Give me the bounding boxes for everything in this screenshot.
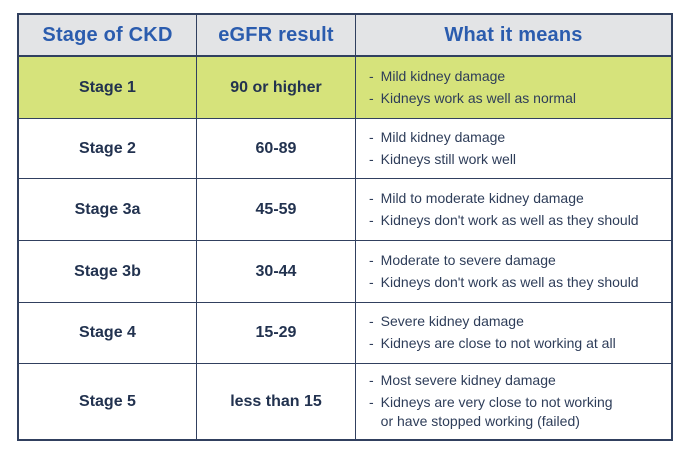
bullet-item: - Mild to moderate kidney damage: [369, 189, 639, 209]
bullet-text: Kidneys are close to not working at all: [380, 335, 616, 351]
bullet-item: - Severe kidney damage: [369, 312, 616, 332]
bullet-dash: -: [369, 335, 374, 351]
bullet-dash: -: [369, 150, 374, 167]
stage-label: Stage 3b: [74, 262, 141, 280]
bullet-dash: -: [369, 128, 374, 145]
bullet-text: Kidneys don't work as well as they shoul…: [380, 211, 639, 228]
bullet-text: Kidneys work as well as normal: [380, 89, 576, 106]
bullet-item: - Kidneys still work well: [369, 150, 516, 170]
egfr-value: less than 15: [230, 392, 322, 410]
bullet-text: Most severe kidney damage: [380, 372, 556, 389]
bullet-item: - Kidneys are very close to not working …: [369, 393, 613, 432]
egfr-cell: less than 15: [197, 364, 356, 439]
bullet-dash: -: [369, 189, 374, 206]
bullet-dash: -: [369, 393, 374, 410]
bullet-text: Kidneys are very close to not working or…: [380, 393, 613, 430]
stage-label: Stage 5: [79, 392, 136, 410]
bullet-item: - Most severe kidney damage: [369, 371, 613, 391]
bullet-dash: -: [369, 372, 374, 389]
header-cell-stage-of-ckd: Stage of CKD: [19, 15, 197, 57]
bullet-list: - Severe kidney damage - Kidneys are clo…: [369, 312, 616, 353]
meaning-cell: - Mild kidney damage - Kidneys still wor…: [356, 119, 671, 179]
bullet-item: - Kidneys work as well as normal: [369, 89, 576, 109]
bullet-dash: -: [369, 273, 374, 290]
meaning-cell: - Mild to moderate kidney damage - Kidne…: [356, 179, 671, 241]
header-cell-egfr-result: eGFR result: [197, 15, 356, 57]
bullet-dash: -: [369, 251, 374, 268]
bullet-text: Mild to moderate kidney damage: [380, 189, 584, 206]
stage-cell: Stage 1: [19, 57, 197, 119]
bullet-item: - Moderate to severe damage: [369, 251, 639, 271]
header-label: Stage of CKD: [42, 23, 173, 46]
bullet-text: Mild kidney damage: [380, 67, 506, 84]
egfr-cell: 45-59: [197, 179, 356, 241]
meaning-cell: - Mild kidney damage - Kidneys work as w…: [356, 57, 671, 119]
bullet-list: - Moderate to severe damage - Kidneys do…: [369, 251, 639, 292]
bullet-list: - Mild kidney damage - Kidneys work as w…: [369, 67, 576, 108]
bullet-text: Severe kidney damage: [380, 313, 524, 330]
egfr-value: 45-59: [255, 200, 297, 218]
bullet-text: Mild kidney damage: [380, 128, 506, 145]
bullet-list: - Most severe kidney damage - Kidneys ar…: [369, 371, 613, 432]
stage-cell: Stage 2: [19, 119, 197, 179]
egfr-cell: 30-44: [197, 241, 356, 303]
egfr-cell: 90 or higher: [197, 57, 356, 119]
header-cell-what-it-means: What it means: [356, 15, 671, 57]
bullet-dash: -: [369, 313, 374, 330]
header-label: What it means: [444, 23, 583, 46]
bullet-list: - Mild to moderate kidney damage - Kidne…: [369, 189, 639, 230]
meaning-cell: - Severe kidney damage - Kidneys are clo…: [356, 303, 671, 364]
bullet-dash: -: [369, 67, 374, 84]
bullet-dash: -: [369, 211, 374, 228]
egfr-cell: 60-89: [197, 119, 356, 179]
stage-label: Stage 1: [79, 78, 136, 96]
stage-cell: Stage 3b: [19, 241, 197, 303]
meaning-cell: - Moderate to severe damage - Kidneys do…: [356, 241, 671, 303]
bullet-item: - Kidneys don't work as well as they sho…: [369, 273, 639, 293]
stage-label: Stage 3a: [74, 200, 141, 218]
egfr-value: 15-29: [255, 324, 297, 341]
bullet-text: Kidneys still work well: [380, 150, 517, 167]
egfr-value: 60-89: [255, 139, 297, 157]
bullet-item: - Mild kidney damage: [369, 128, 516, 148]
egfr-cell: 15-29: [197, 303, 356, 364]
egfr-value: 90 or higher: [230, 78, 322, 96]
bullet-item: - Kidneys are close to not working at al…: [369, 334, 616, 354]
meaning-cell: - Most severe kidney damage - Kidneys ar…: [356, 364, 671, 439]
bullet-dash: -: [369, 89, 374, 106]
bullet-text: Moderate to severe damage: [380, 251, 556, 268]
bullet-item: - Mild kidney damage: [369, 67, 576, 87]
bullet-item: - Kidneys don't work as well as they sho…: [369, 211, 639, 231]
stage-cell: Stage 3a: [19, 179, 197, 241]
stage-label: Stage 2: [79, 139, 136, 157]
header-label: eGFR result: [218, 23, 334, 46]
stage-label: Stage 4: [79, 324, 136, 341]
bullet-text: Kidneys don't work as well as they shoul…: [380, 273, 639, 290]
egfr-value: 30-44: [255, 262, 297, 280]
stage-cell: Stage 5: [19, 364, 197, 439]
stage-cell: Stage 4: [19, 303, 197, 364]
bullet-list: - Mild kidney damage - Kidneys still wor…: [369, 128, 516, 169]
ckd-stages-table: Stage of CKD eGFR result What it means S…: [17, 13, 673, 441]
